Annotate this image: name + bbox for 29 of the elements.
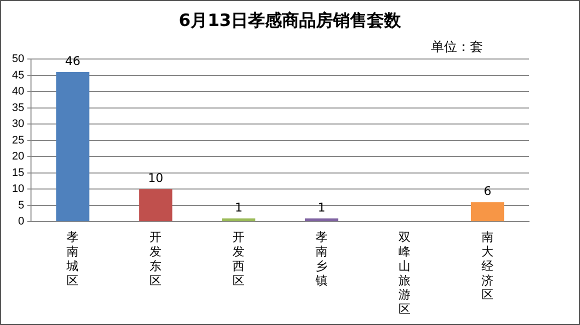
y-tick-label: 10 [12, 183, 24, 196]
y-tick-label: 20 [12, 150, 24, 163]
text: 单位：套 [431, 39, 483, 56]
y-tick-label: 45 [12, 69, 24, 82]
y-tick-label: 35 [12, 102, 24, 114]
data-label: 1 [318, 200, 326, 214]
y-tick-label: 30 [12, 118, 24, 130]
x-tick-label: 孝南乡镇 [314, 230, 328, 288]
data-label: 1 [234, 200, 242, 214]
bar [305, 218, 338, 222]
bar [139, 189, 172, 222]
x-tick-label: 双峰山旅游区 [398, 230, 411, 316]
data-label: 46 [65, 54, 80, 68]
data-label: 6 [484, 184, 492, 198]
bar [56, 72, 90, 222]
x-tick-label: 南大经济区 [482, 230, 494, 302]
y-tick-label: 25 [12, 134, 24, 146]
y-tick-label: 40 [12, 86, 24, 98]
data-label: 10 [148, 171, 164, 186]
y-tick-label: 5 [18, 199, 24, 212]
y-tick-label: 50 [12, 53, 24, 66]
bar [470, 202, 504, 222]
x-tick-label: 开发东区 [150, 230, 162, 288]
bar [222, 218, 256, 222]
y-tick-label: 15 [12, 166, 24, 179]
x-tick-label: 孝南城区 [66, 230, 79, 288]
x-tick-label: 开发西区 [232, 230, 245, 288]
chart-title: 6月13日孝感商品房销售套数 [178, 10, 402, 32]
y-tick-label: 0 [18, 216, 24, 228]
